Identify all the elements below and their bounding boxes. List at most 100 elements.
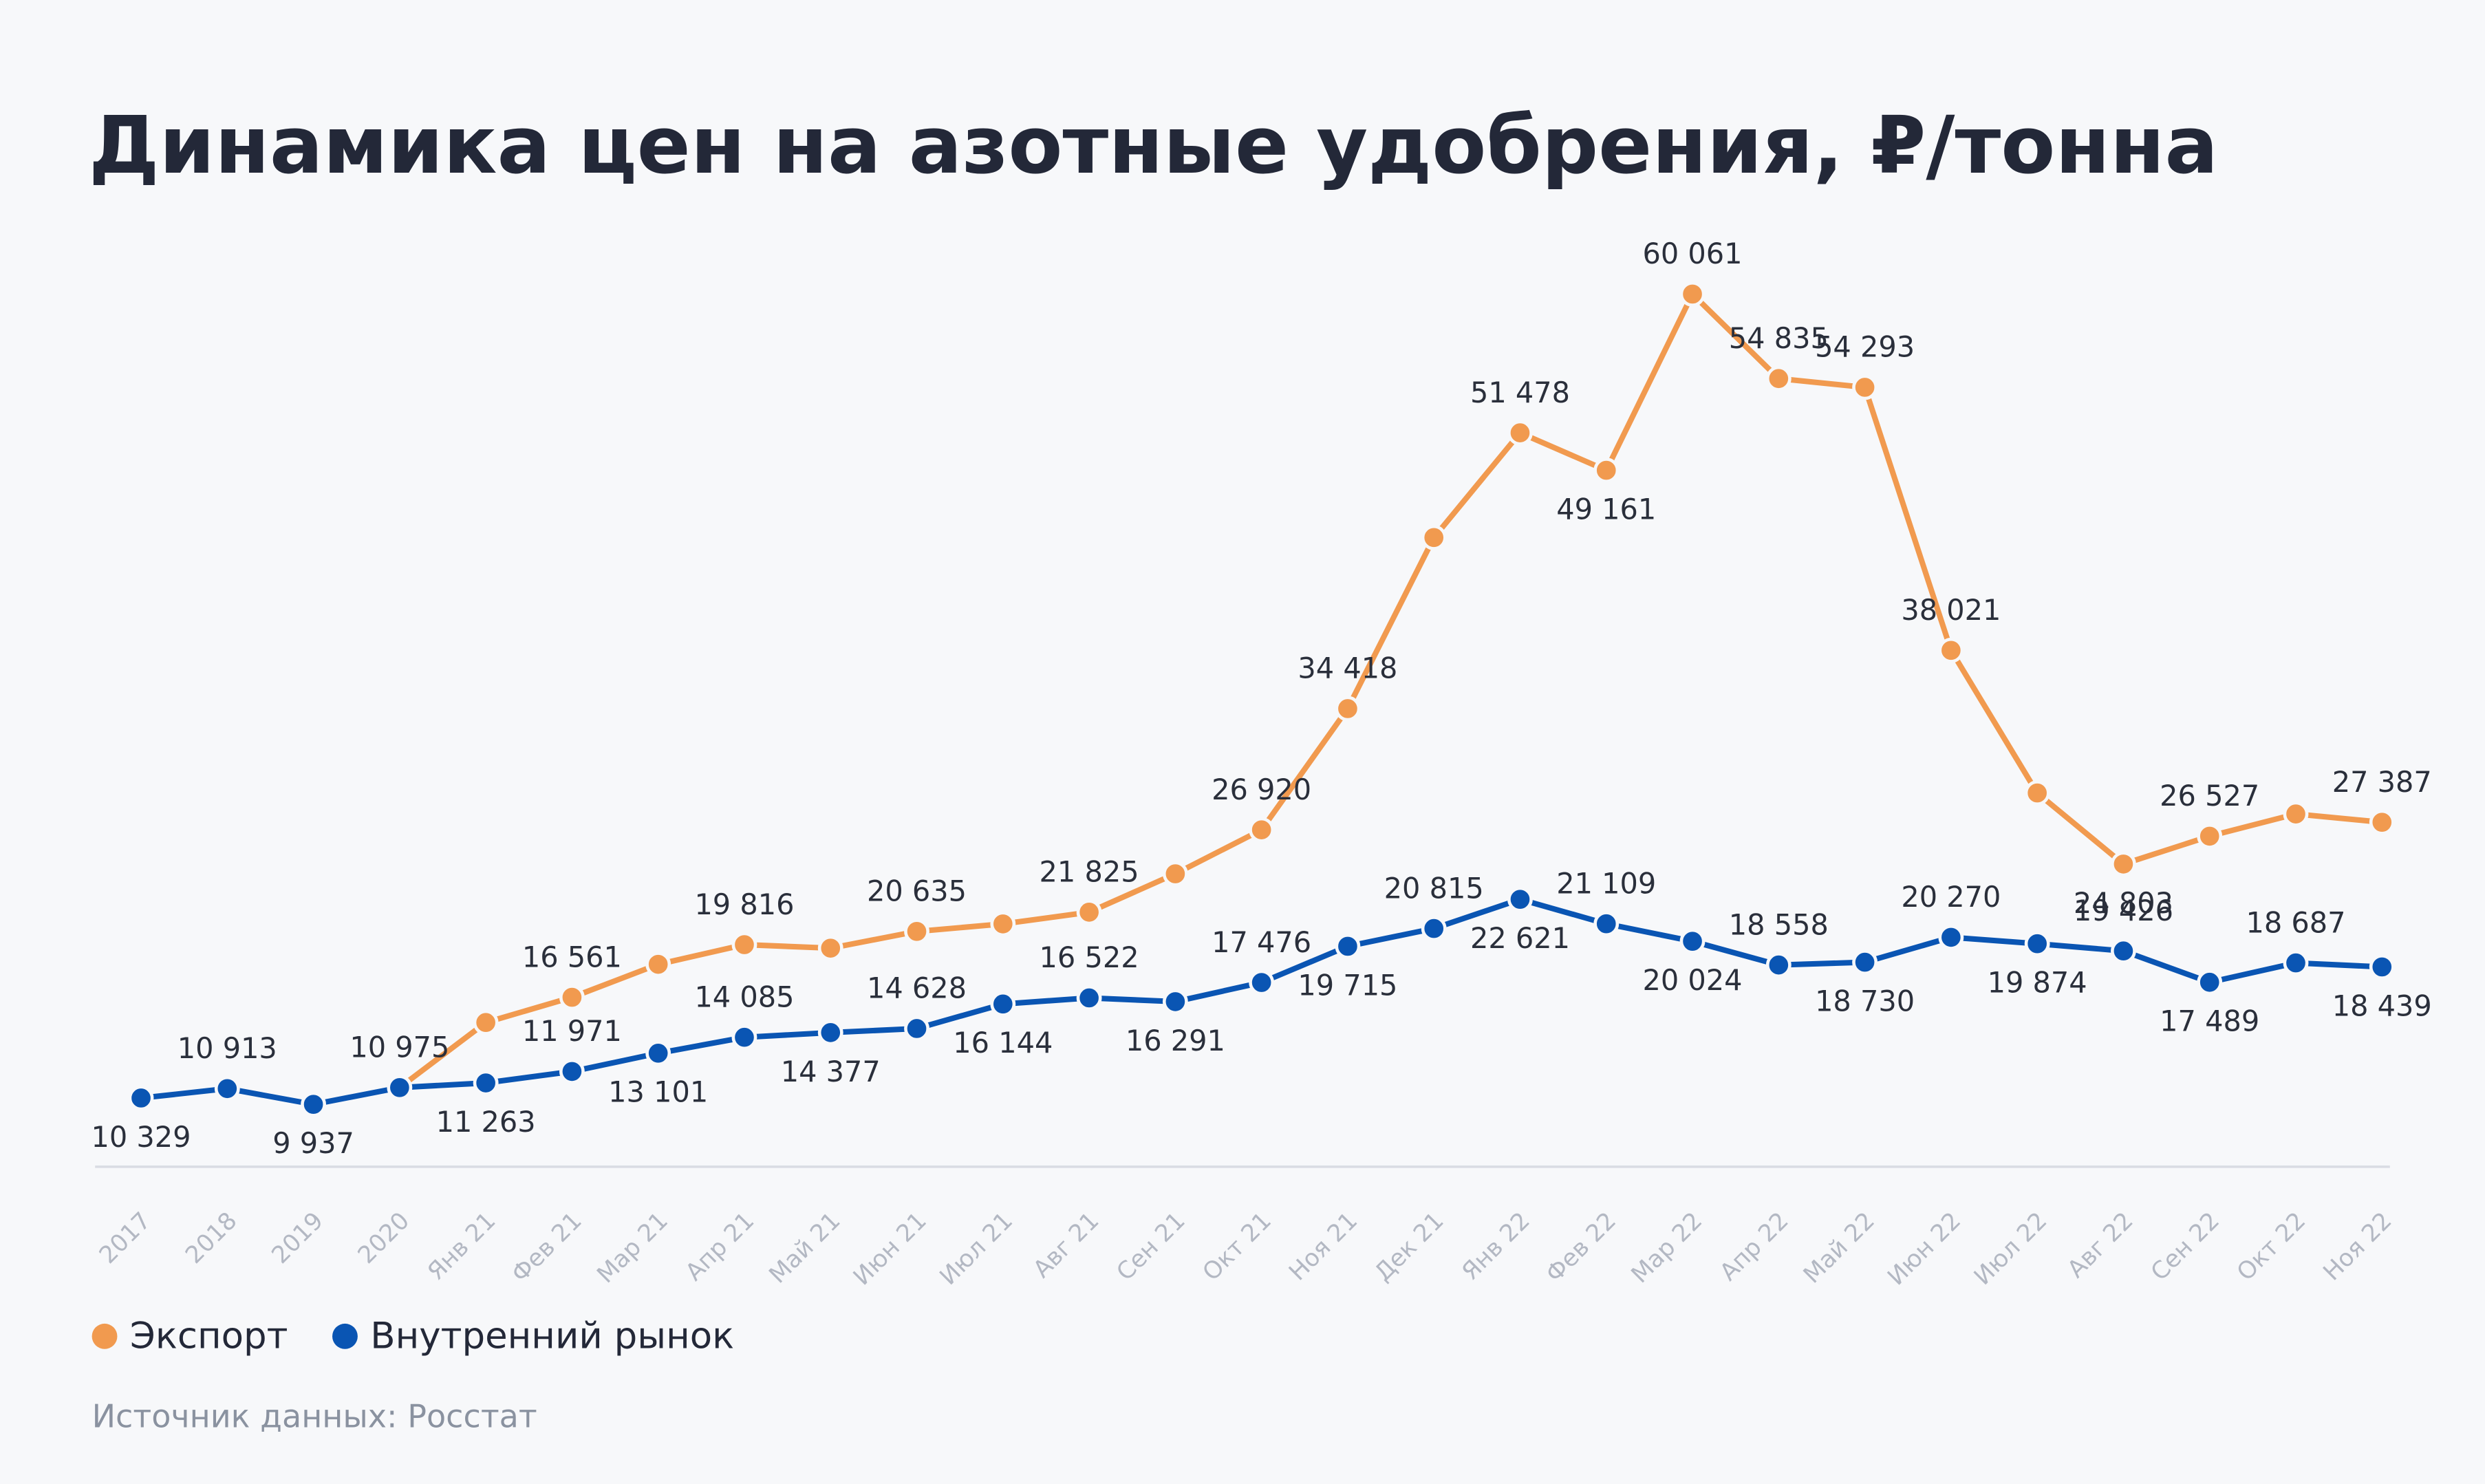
data-point — [731, 932, 757, 958]
data-point — [473, 1009, 499, 1035]
data-label: 34 418 — [1298, 652, 1397, 685]
data-point — [1421, 916, 1447, 942]
legend-label: Внутренний рынок — [370, 1315, 734, 1357]
data-point — [1335, 934, 1361, 959]
data-point — [559, 985, 585, 1010]
data-label: 17 476 — [1212, 926, 1311, 959]
data-point — [1421, 524, 1447, 550]
data-point — [1938, 924, 1964, 950]
data-point — [2197, 823, 2223, 849]
data-label: 16 561 — [522, 940, 622, 974]
data-point — [731, 1024, 757, 1051]
data-label: 24 803 — [2074, 887, 2173, 920]
data-label: 21 109 — [1556, 867, 1656, 900]
data-label: 11 971 — [522, 1015, 622, 1048]
data-point — [990, 991, 1016, 1017]
data-label: 20 815 — [1384, 872, 1484, 905]
data-point — [1076, 985, 1102, 1011]
data-point — [1765, 952, 1792, 978]
data-label: 22 621 — [1470, 922, 1570, 955]
data-label: 16 144 — [953, 1026, 1053, 1060]
data-point — [2283, 801, 2309, 827]
legend-marker — [92, 1323, 118, 1349]
data-label: 60 061 — [1643, 237, 1743, 270]
data-point — [2111, 938, 2136, 964]
data-point — [2369, 954, 2395, 980]
chart-title: Динамика цен на азотные удобрения, ₽/тон… — [89, 100, 2218, 192]
data-label: 14 085 — [694, 980, 794, 1013]
data-label: 54 293 — [1815, 331, 1915, 364]
data-point — [1162, 989, 1188, 1015]
data-point — [1938, 637, 1964, 663]
data-label: 10 975 — [349, 1031, 449, 1064]
data-label: 18 687 — [2246, 906, 2345, 939]
data-label: 14 377 — [781, 1055, 881, 1088]
data-point — [2024, 780, 2050, 806]
data-point — [387, 1075, 413, 1101]
data-label: 54 835 — [1729, 322, 1829, 355]
data-label: 20 635 — [867, 875, 967, 908]
data-point — [1679, 281, 1706, 307]
data-label: 19 715 — [1298, 969, 1397, 1002]
data-label: 18 439 — [2332, 989, 2432, 1022]
data-label: 10 329 — [91, 1121, 191, 1154]
data-point — [128, 1085, 154, 1111]
data-label: 16 522 — [1040, 941, 1139, 974]
data-point — [2024, 931, 2050, 957]
data-label: 19 426 — [2074, 894, 2173, 927]
data-point — [301, 1091, 327, 1117]
data-label: 18 558 — [1729, 908, 1829, 941]
data-label: 17 489 — [2160, 1005, 2259, 1038]
data-label: 27 387 — [2332, 766, 2432, 799]
data-point — [1162, 861, 1188, 887]
data-point — [2111, 851, 2136, 877]
data-label: 26 527 — [2160, 779, 2259, 813]
data-point — [1679, 928, 1706, 954]
data-point — [1507, 886, 1533, 912]
data-point — [2283, 950, 2309, 976]
data-point — [2369, 809, 2395, 835]
data-point — [473, 1070, 499, 1096]
data-point — [904, 1015, 929, 1042]
data-label: 19 874 — [1988, 967, 2087, 1000]
data-point — [1765, 365, 1792, 391]
data-label: 16 291 — [1126, 1024, 1225, 1057]
data-point — [817, 935, 843, 961]
legend-marker — [332, 1323, 358, 1349]
data-label: 19 816 — [694, 888, 794, 921]
source: Источник данных: Росстат — [92, 1398, 537, 1435]
data-point — [559, 1058, 585, 1084]
data-label: 38 021 — [1901, 594, 2001, 627]
data-point — [1249, 969, 1275, 996]
legend-label: Экспорт — [130, 1315, 288, 1357]
data-point — [1593, 458, 1620, 483]
data-label: 9 937 — [272, 1127, 354, 1160]
data-point — [817, 1020, 843, 1046]
data-point — [1335, 696, 1361, 722]
series-line — [398, 291, 2382, 1090]
data-label: 20 270 — [1901, 881, 2001, 914]
data-point — [1852, 949, 1878, 976]
data-point — [645, 951, 671, 978]
data-point — [2197, 969, 2223, 996]
data-label: 21 825 — [1040, 856, 1139, 889]
data-label: 13 101 — [608, 1076, 708, 1109]
data-label: 14 628 — [867, 972, 967, 1005]
data-point — [645, 1040, 671, 1066]
data-point — [1593, 911, 1620, 937]
data-label: 18 730 — [1815, 985, 1915, 1018]
data-point — [1249, 817, 1275, 843]
data-label: 26 920 — [1212, 773, 1311, 806]
data-label: 20 024 — [1643, 964, 1743, 997]
data-label: 51 478 — [1470, 376, 1570, 409]
data-point — [990, 911, 1016, 937]
data-point — [904, 918, 929, 945]
data-point — [214, 1075, 240, 1101]
data-label: 10 913 — [178, 1032, 277, 1065]
data-point — [1507, 420, 1533, 446]
data-point — [1076, 899, 1102, 925]
data-label: 49 161 — [1556, 493, 1656, 526]
